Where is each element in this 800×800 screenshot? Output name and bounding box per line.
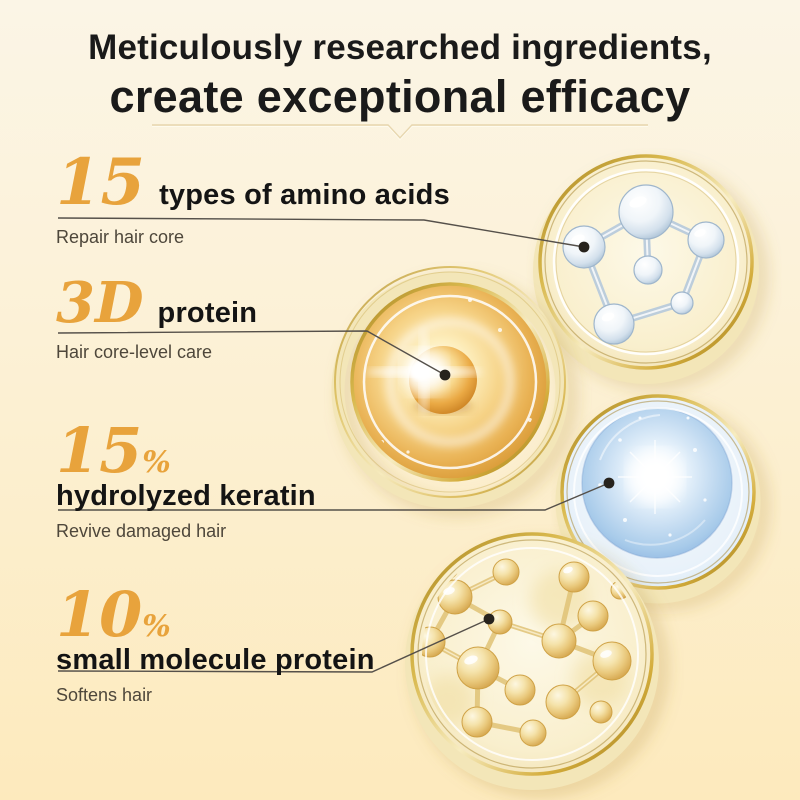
page-title: Meticulously researched ingredients, cre… <box>0 26 800 123</box>
callout-description: Hair core-level care <box>56 342 213 362</box>
leader-dots <box>439 241 615 625</box>
leader-line-small-molecule-protein <box>57 618 490 673</box>
percent-sign: % <box>142 445 171 480</box>
callout-number: 15 <box>56 145 146 220</box>
blue-orb-icon <box>581 407 733 559</box>
leader-line-3d-protein <box>57 330 446 376</box>
title-line-2: create exceptional efficacy <box>109 71 691 122</box>
callout-amino-acids: 15 types of amino acids Repair hair core <box>56 150 450 248</box>
callout-number: 15% <box>56 414 171 487</box>
leader-dot <box>439 369 451 381</box>
golden-protein-molecule-dish <box>405 532 668 796</box>
blue-keratin-orb-dish <box>555 394 769 609</box>
callout-3d-protein: 3D protein Hair core-level care <box>56 270 258 363</box>
amino-acid-molecule-dish <box>533 154 767 389</box>
callout-label: protein <box>157 297 258 329</box>
leader-line-amino-acids <box>57 217 585 248</box>
percent-sign: % <box>142 609 171 644</box>
callout-label: types of amino acids <box>159 179 450 211</box>
callout-number: 3D <box>56 270 144 336</box>
callout-label: small molecule protein <box>56 644 375 676</box>
callout-description: Repair hair core <box>56 227 185 247</box>
callout-small-molecule-protein: 10% small molecule protein Softens hair <box>56 584 375 706</box>
title-divider-line <box>152 124 648 141</box>
leader-dot <box>578 241 590 253</box>
callout-description: Revive damaged hair <box>56 521 227 541</box>
callout-number: 10% <box>56 578 171 651</box>
golden-pearl-dish <box>331 266 577 515</box>
leader-lines <box>57 217 610 673</box>
callout-description: Softens hair <box>56 685 153 705</box>
title-line-1: Meticulously researched ingredients, <box>88 28 712 67</box>
leader-line-hydrolyzed-keratin <box>58 482 610 511</box>
callout-label: hydrolyzed keratin <box>56 480 316 512</box>
leader-dot <box>603 477 615 489</box>
glass-molecule-icon <box>562 184 725 345</box>
leader-dot <box>483 613 495 625</box>
callout-hydrolyzed-keratin: 15% hydrolyzed keratin Revive damaged ha… <box>56 420 316 542</box>
